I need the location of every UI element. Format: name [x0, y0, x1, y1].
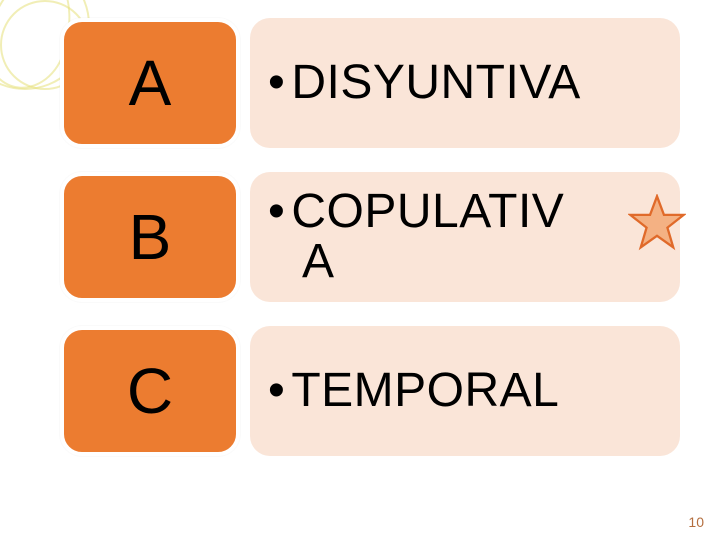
option-text-b: •COPULATIV A [250, 172, 680, 302]
page-number: 10 [688, 514, 704, 530]
option-row-b: B •COPULATIV A [60, 172, 680, 302]
option-label-a: •DISYUNTIVA [268, 58, 581, 108]
option-label-a-line1: DISYUNTIVA [291, 56, 580, 109]
option-row-c: C •TEMPORAL [60, 326, 680, 456]
option-letter-c: C [60, 326, 240, 456]
option-text-c: •TEMPORAL [250, 326, 680, 456]
option-letter-b: B [60, 172, 240, 302]
option-label-c: •TEMPORAL [268, 366, 559, 416]
option-label-b-line1: COPULATIV [291, 185, 564, 238]
option-label-c-line1: TEMPORAL [291, 364, 559, 417]
star-icon [628, 194, 686, 252]
option-letter-a: A [60, 18, 240, 148]
options-list: A •DISYUNTIVA B •COPULATIV A C [60, 18, 680, 480]
option-row-a: A •DISYUNTIVA [60, 18, 680, 148]
option-text-a: •DISYUNTIVA [250, 18, 680, 148]
option-label-b-line2: A [268, 237, 564, 287]
option-label-b: •COPULATIV A [268, 187, 564, 288]
